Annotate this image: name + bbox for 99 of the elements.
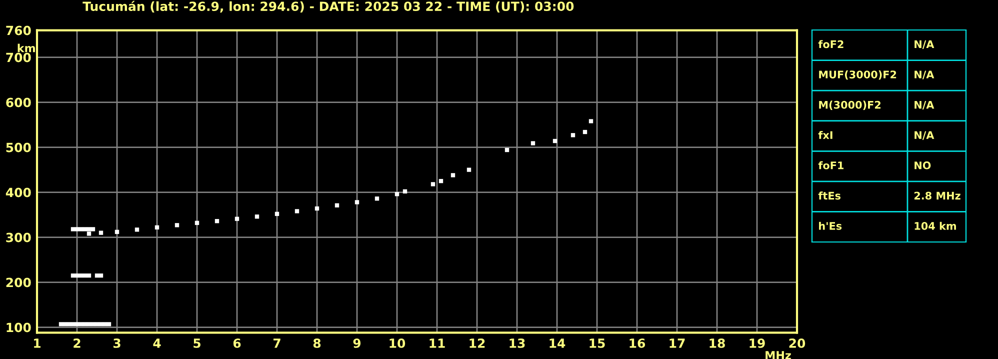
text: MUF(3000)F2 bbox=[819, 70, 896, 80]
text: N/A bbox=[914, 40, 934, 49]
point bbox=[86, 232, 92, 236]
point bbox=[62, 322, 68, 326]
point bbox=[466, 168, 472, 172]
x-tick-label: 16 bbox=[630, 338, 646, 348]
x-tick-label: 15 bbox=[590, 338, 605, 348]
point bbox=[588, 119, 594, 124]
point bbox=[274, 212, 280, 216]
point bbox=[82, 322, 88, 326]
point bbox=[430, 182, 436, 186]
y-tick-label: 600 bbox=[6, 98, 31, 108]
point bbox=[354, 200, 360, 204]
point bbox=[74, 227, 80, 232]
y-tick-label: 760 bbox=[6, 26, 31, 36]
x-tick-label: 12 bbox=[470, 338, 485, 348]
x-tick-label: 13 bbox=[510, 338, 525, 348]
point bbox=[86, 227, 92, 232]
point bbox=[394, 192, 400, 196]
x-axis-title: MHz bbox=[766, 351, 791, 359]
point bbox=[194, 220, 200, 225]
x-tick-label: 9 bbox=[353, 338, 361, 348]
text: M(3000)F2 bbox=[819, 100, 880, 110]
x-tick-label: 6 bbox=[233, 338, 241, 348]
point bbox=[334, 203, 340, 208]
point bbox=[90, 322, 96, 326]
x-tick-label: 17 bbox=[670, 338, 685, 348]
point bbox=[94, 273, 100, 278]
text: fxI bbox=[818, 130, 832, 139]
text: foF1 bbox=[818, 161, 844, 170]
x-tick-label: 10 bbox=[390, 338, 406, 348]
point bbox=[154, 225, 160, 230]
point bbox=[86, 322, 92, 326]
point bbox=[70, 273, 76, 278]
point bbox=[174, 223, 180, 228]
x-tick-label: 11 bbox=[430, 338, 445, 348]
point bbox=[78, 322, 84, 326]
point bbox=[106, 322, 112, 326]
y-tick-label: 100 bbox=[6, 322, 31, 332]
point bbox=[552, 138, 558, 144]
x-tick-label: 20 bbox=[789, 338, 806, 348]
y-tick-label: 300 bbox=[6, 232, 31, 242]
point bbox=[70, 227, 76, 232]
point bbox=[582, 130, 588, 134]
x-tick-label: 19 bbox=[750, 338, 765, 348]
point bbox=[70, 322, 76, 326]
x-tick-label: 4 bbox=[153, 338, 161, 348]
point bbox=[234, 216, 240, 221]
text: N/A bbox=[914, 131, 934, 140]
y-tick-label: 400 bbox=[6, 188, 31, 198]
point bbox=[94, 322, 100, 326]
x-tick-label: 8 bbox=[313, 338, 321, 348]
point bbox=[294, 209, 300, 214]
text: foF2 bbox=[818, 40, 844, 48]
x-tick-label: 7 bbox=[273, 338, 280, 348]
x-tick-label: 18 bbox=[710, 338, 725, 348]
point bbox=[78, 227, 84, 232]
text: ftEs bbox=[818, 192, 840, 200]
x-tick-label: 5 bbox=[194, 338, 200, 348]
point bbox=[504, 148, 510, 152]
text: 104 km bbox=[914, 222, 956, 230]
text: N/A bbox=[914, 100, 934, 110]
chart-title: Tucumán (lat: -26.9, lon: 294.6) - DATE: 2025 03 22 - TIME (UT): 03:00 bbox=[82, 0, 574, 13]
x-tick-label: 1 bbox=[34, 338, 40, 348]
point bbox=[74, 273, 80, 278]
text: N/A bbox=[914, 70, 934, 80]
y-tick-label: 700 bbox=[6, 52, 31, 62]
point bbox=[98, 322, 104, 326]
point bbox=[102, 322, 108, 326]
x-tick-label: 14 bbox=[550, 338, 566, 348]
y-axis-title: km bbox=[18, 44, 35, 52]
point bbox=[58, 322, 64, 326]
point bbox=[82, 227, 88, 232]
x-tick-label: 2 bbox=[74, 338, 80, 348]
text: NO bbox=[914, 161, 931, 170]
point bbox=[254, 214, 260, 219]
x-tick-label: 3 bbox=[113, 338, 120, 348]
point bbox=[90, 227, 96, 232]
point bbox=[134, 228, 140, 232]
point bbox=[214, 219, 220, 224]
point bbox=[530, 141, 536, 146]
point bbox=[402, 189, 408, 194]
text: 2.8 MHz bbox=[914, 192, 960, 200]
point bbox=[98, 230, 104, 235]
point bbox=[374, 196, 380, 201]
point bbox=[114, 230, 120, 234]
y-tick-label: 500 bbox=[6, 142, 31, 152]
point bbox=[450, 173, 456, 178]
text: h'Es bbox=[819, 222, 842, 230]
point bbox=[66, 322, 72, 326]
point bbox=[570, 133, 576, 138]
point bbox=[438, 178, 444, 184]
point bbox=[78, 273, 84, 278]
y-tick-label: 200 bbox=[6, 278, 31, 288]
point bbox=[86, 273, 92, 278]
point bbox=[314, 206, 320, 211]
point bbox=[82, 273, 88, 278]
point bbox=[74, 322, 80, 326]
point bbox=[98, 273, 104, 278]
